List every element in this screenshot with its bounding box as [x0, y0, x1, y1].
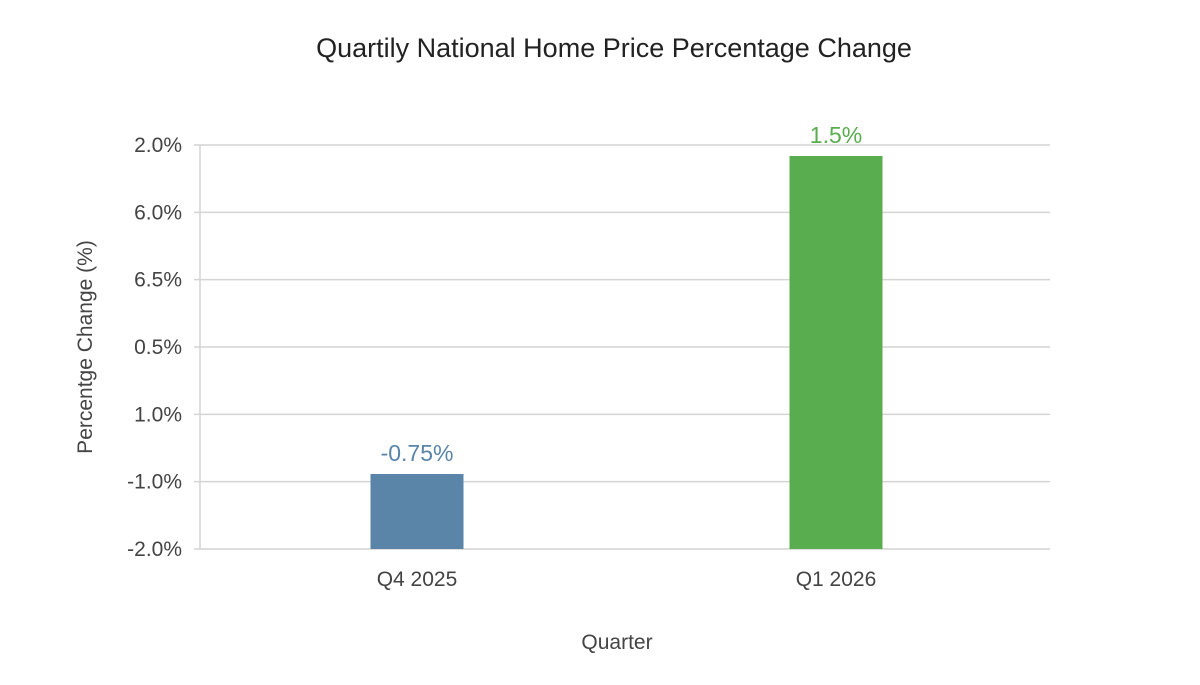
y-tick-label: 6.5%: [134, 269, 182, 292]
x-tick-labels: Q4 2025 Q1 2026: [377, 568, 877, 591]
y-tick-label: 6.0%: [134, 201, 182, 224]
y-tick-labels: 2.0% 6.0% 6.5% 0.5% 1.0% -1.0% -2.0%: [127, 134, 182, 561]
x-axis-title: Quarter: [581, 631, 652, 654]
x-tick-label: Q1 2026: [796, 568, 877, 591]
bar-q1-2026: [789, 156, 883, 549]
gridlines: [194, 144, 1050, 550]
x-tick-label: Q4 2025: [377, 568, 458, 591]
y-tick-label: -2.0%: [127, 538, 182, 561]
bars: [370, 156, 883, 549]
y-axis-title: Percentge Change (%): [74, 240, 97, 454]
bar-q4-2025: [370, 474, 464, 549]
y-tick-label: -1.0%: [127, 471, 182, 494]
y-tick-label: 0.5%: [134, 336, 182, 359]
y-tick-label: 1.0%: [134, 403, 182, 426]
data-labels: -0.75% 1.5%: [381, 122, 863, 466]
data-label: 1.5%: [810, 122, 862, 148]
y-tick-label: 2.0%: [134, 134, 182, 157]
data-label: -0.75%: [381, 440, 454, 466]
chart-title: Quartily National Home Price Percentage …: [316, 33, 912, 63]
